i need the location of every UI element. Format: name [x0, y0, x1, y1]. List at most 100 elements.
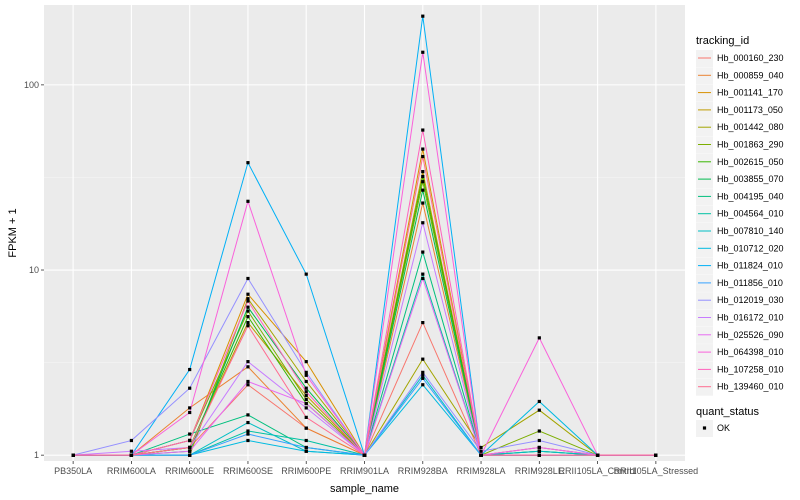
x-tick-label: RRIM928LA — [457, 466, 506, 476]
data-point — [246, 379, 250, 384]
data-point — [304, 449, 308, 453]
legend-label: Hb_007810_140 — [717, 226, 784, 236]
data-point — [421, 50, 425, 54]
data-point — [421, 154, 425, 159]
data-point — [188, 410, 192, 415]
legend-label: Hb_012019_030 — [717, 295, 784, 305]
legend-label: Hb_139460_010 — [717, 382, 784, 392]
y-axis: 1 10 100 — [24, 80, 44, 460]
x-axis: PB350LA RRIM600LA RRIM600LE RRIM600SE RRIM60… — [54, 461, 698, 476]
data-point — [654, 453, 658, 457]
x-tick-label: RRIM600SE — [223, 466, 273, 476]
data-point — [304, 373, 308, 377]
data-point — [479, 453, 483, 457]
data-point — [421, 188, 425, 192]
legend-label: Hb_004564_010 — [717, 209, 784, 219]
legend-label: Hb_107258_010 — [717, 364, 784, 374]
data-point — [188, 367, 192, 372]
data-point — [537, 438, 541, 443]
data-point — [188, 445, 192, 450]
x-tick-label: RRIM600PE — [281, 466, 331, 476]
shape-legend-items: OK — [696, 420, 730, 437]
data-point — [537, 453, 541, 457]
data-point — [304, 406, 308, 410]
data-point — [188, 453, 192, 457]
data-point — [421, 376, 425, 380]
data-point — [304, 379, 308, 384]
data-point — [421, 370, 425, 374]
data-point — [421, 357, 425, 361]
data-point — [421, 221, 425, 225]
data-point — [246, 365, 250, 369]
data-point — [246, 383, 250, 387]
data-points — [71, 14, 658, 457]
data-point — [246, 292, 250, 296]
data-point — [129, 438, 134, 443]
data-point — [71, 453, 75, 457]
data-point — [421, 250, 425, 254]
legend-label: Hb_002615_050 — [717, 157, 784, 167]
x-tick-label: RRIM928BA — [398, 466, 448, 476]
data-point — [421, 373, 425, 377]
data-point — [246, 429, 250, 433]
legend-label: Hb_011824_010 — [717, 261, 783, 271]
data-point — [304, 397, 308, 402]
data-point — [421, 320, 425, 325]
x-tick-label: RRIM600LA — [107, 466, 156, 476]
data-point — [246, 438, 250, 443]
legend-label: Hb_016172_010 — [717, 313, 784, 323]
legend-label: Hb_000160_230 — [717, 53, 784, 63]
legend-title: tracking_id — [696, 35, 749, 47]
data-point — [421, 174, 425, 179]
x-tick-label: RRII105LA_Stressed — [614, 466, 699, 476]
legend-label: Hb_000859_040 — [717, 70, 784, 80]
legend: tracking_id Hb_000160_230 Hb_000859_040 Hb… — [696, 35, 784, 437]
shape-legend-key-square — [702, 426, 707, 430]
data-point — [246, 305, 250, 309]
legend-label: Hb_003855_070 — [717, 174, 784, 184]
data-point — [246, 199, 250, 203]
data-point — [129, 449, 134, 453]
legend-label: Hb_001442_080 — [717, 122, 784, 132]
legend-label: Hb_011856_010 — [717, 278, 783, 288]
legend-label: Hb_010712_020 — [717, 243, 784, 253]
data-point — [421, 180, 425, 184]
data-point — [188, 432, 192, 436]
data-point — [246, 315, 250, 319]
data-point — [537, 408, 541, 412]
shape-legend-title: quant_status — [696, 406, 759, 418]
legend-label: Hb_064398_010 — [717, 347, 784, 357]
data-point — [188, 449, 192, 453]
data-point — [304, 272, 308, 276]
data-point — [188, 438, 192, 443]
x-tick-label: RRIM928LE — [515, 466, 564, 476]
data-point — [246, 320, 250, 325]
y-axis-title: FPKM + 1 — [7, 208, 19, 257]
data-point — [246, 309, 250, 313]
data-point — [304, 445, 308, 450]
data-point — [304, 393, 308, 398]
data-point — [421, 147, 425, 151]
data-point — [421, 276, 425, 281]
data-point — [421, 201, 425, 205]
legend-items: Hb_000160_230 Hb_000859_040 Hb_001141_170 H… — [696, 50, 784, 396]
data-point — [188, 386, 192, 390]
data-point — [421, 128, 425, 132]
legend-label: Hb_004195_040 — [717, 191, 784, 201]
x-tick-label: RRII105LA_Control — [559, 466, 637, 476]
data-point — [479, 445, 483, 450]
data-point — [246, 413, 250, 417]
legend-label: Hb_001863_290 — [717, 140, 784, 150]
data-point — [537, 449, 541, 453]
data-point — [595, 453, 600, 457]
y-tick-label: 100 — [24, 80, 39, 90]
legend-label: Hb_025526_090 — [717, 330, 784, 340]
shape-legend-label: OK — [717, 423, 730, 433]
data-point — [537, 445, 541, 450]
x-tick-label: RRIM901LA — [340, 466, 389, 476]
y-tick-label: 1 — [34, 450, 39, 460]
data-point — [246, 324, 250, 328]
data-point — [246, 360, 250, 364]
data-point — [421, 383, 425, 387]
